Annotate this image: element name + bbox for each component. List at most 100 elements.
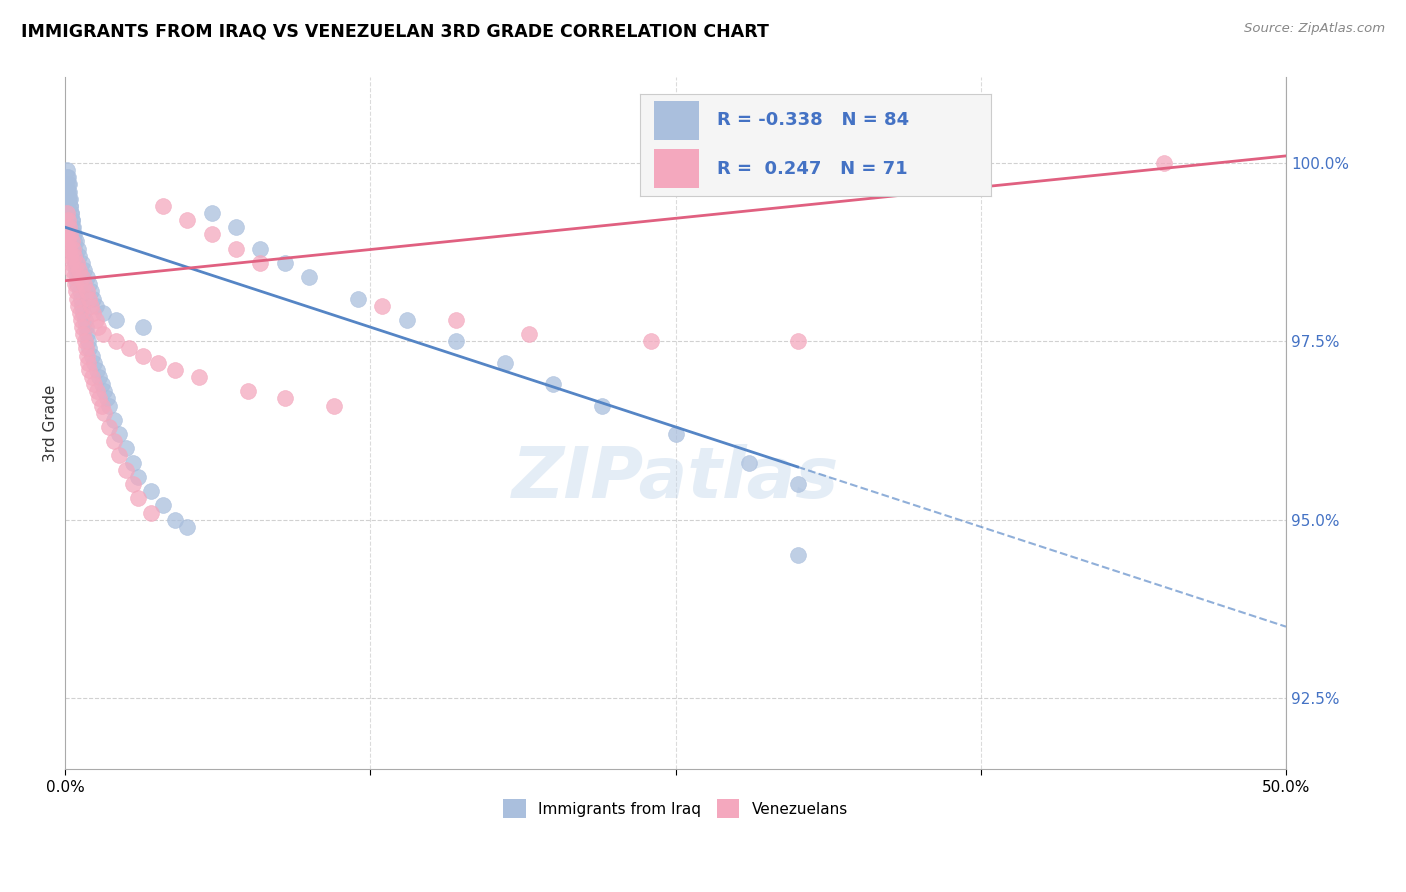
Point <box>89 392 111 406</box>
Point <box>786 549 808 563</box>
Point <box>70 270 93 285</box>
Point <box>91 327 114 342</box>
Bar <box>654 101 700 140</box>
Point <box>98 420 121 434</box>
Point <box>62 235 84 249</box>
Point <box>93 384 115 399</box>
Point <box>59 249 82 263</box>
Text: R = -0.338   N = 84: R = -0.338 N = 84 <box>717 112 910 129</box>
Point <box>146 356 169 370</box>
Point <box>60 213 83 227</box>
Point <box>56 170 79 185</box>
Point <box>91 306 114 320</box>
Point <box>107 449 129 463</box>
Point <box>63 277 86 292</box>
Point <box>298 270 321 285</box>
Point <box>117 342 139 356</box>
Point <box>69 306 91 320</box>
Point <box>62 227 84 242</box>
Point <box>115 442 138 456</box>
Point <box>75 342 97 356</box>
Point <box>70 299 93 313</box>
Point <box>105 313 128 327</box>
Point <box>786 477 808 491</box>
Point <box>67 263 90 277</box>
Point <box>65 285 87 299</box>
Point <box>77 277 100 292</box>
Point <box>90 377 112 392</box>
Point <box>127 491 149 506</box>
Point <box>786 334 808 349</box>
Point <box>591 399 613 413</box>
Point <box>76 270 98 285</box>
Point <box>65 256 87 270</box>
Point <box>163 363 186 377</box>
Point <box>67 249 90 263</box>
Point <box>79 342 101 356</box>
Point <box>139 484 162 499</box>
Point <box>55 178 77 192</box>
Point <box>60 213 83 227</box>
Point <box>56 192 79 206</box>
Point <box>80 349 103 363</box>
Point <box>60 206 83 220</box>
Y-axis label: 3rd Grade: 3rd Grade <box>44 384 58 462</box>
Point <box>122 456 145 470</box>
Point <box>59 199 82 213</box>
Point <box>58 192 80 206</box>
Point <box>62 220 84 235</box>
Point <box>664 427 686 442</box>
Point <box>103 434 125 449</box>
Point <box>65 263 87 277</box>
Point <box>83 356 105 370</box>
Point <box>79 363 101 377</box>
Point <box>58 220 80 235</box>
Point <box>73 334 96 349</box>
Point <box>80 285 103 299</box>
Point <box>238 384 260 399</box>
Point <box>738 456 761 470</box>
Point <box>72 327 94 342</box>
Point <box>69 285 91 299</box>
Point <box>56 170 79 185</box>
Point <box>371 299 394 313</box>
Point <box>87 320 110 334</box>
Point <box>249 242 271 256</box>
Point <box>77 292 100 306</box>
Point <box>90 399 112 413</box>
Point <box>93 406 115 420</box>
Point <box>73 263 96 277</box>
Point <box>70 292 93 306</box>
Point <box>58 242 80 256</box>
Point <box>188 370 211 384</box>
Point <box>122 477 145 491</box>
Point <box>59 227 82 242</box>
Point <box>80 299 103 313</box>
Point <box>82 292 104 306</box>
Point <box>59 206 82 220</box>
Point <box>103 413 125 427</box>
Point <box>96 392 118 406</box>
Point <box>152 199 174 213</box>
Point <box>56 185 79 199</box>
Point <box>63 249 86 263</box>
Point <box>60 263 83 277</box>
Point <box>444 334 467 349</box>
Point <box>84 313 107 327</box>
Point <box>86 363 108 377</box>
Point <box>58 185 80 199</box>
Legend: Immigrants from Iraq, Venezuelans: Immigrants from Iraq, Venezuelans <box>496 793 853 824</box>
Point <box>75 320 97 334</box>
Point <box>63 227 86 242</box>
Point <box>66 242 89 256</box>
Point <box>249 256 271 270</box>
Point <box>76 327 98 342</box>
Point <box>66 292 89 306</box>
Point <box>225 220 247 235</box>
Point <box>63 249 86 263</box>
Text: ZIPatlas: ZIPatlas <box>512 444 839 513</box>
Point <box>82 306 104 320</box>
Point <box>132 349 155 363</box>
Point <box>444 313 467 327</box>
Point <box>62 242 84 256</box>
